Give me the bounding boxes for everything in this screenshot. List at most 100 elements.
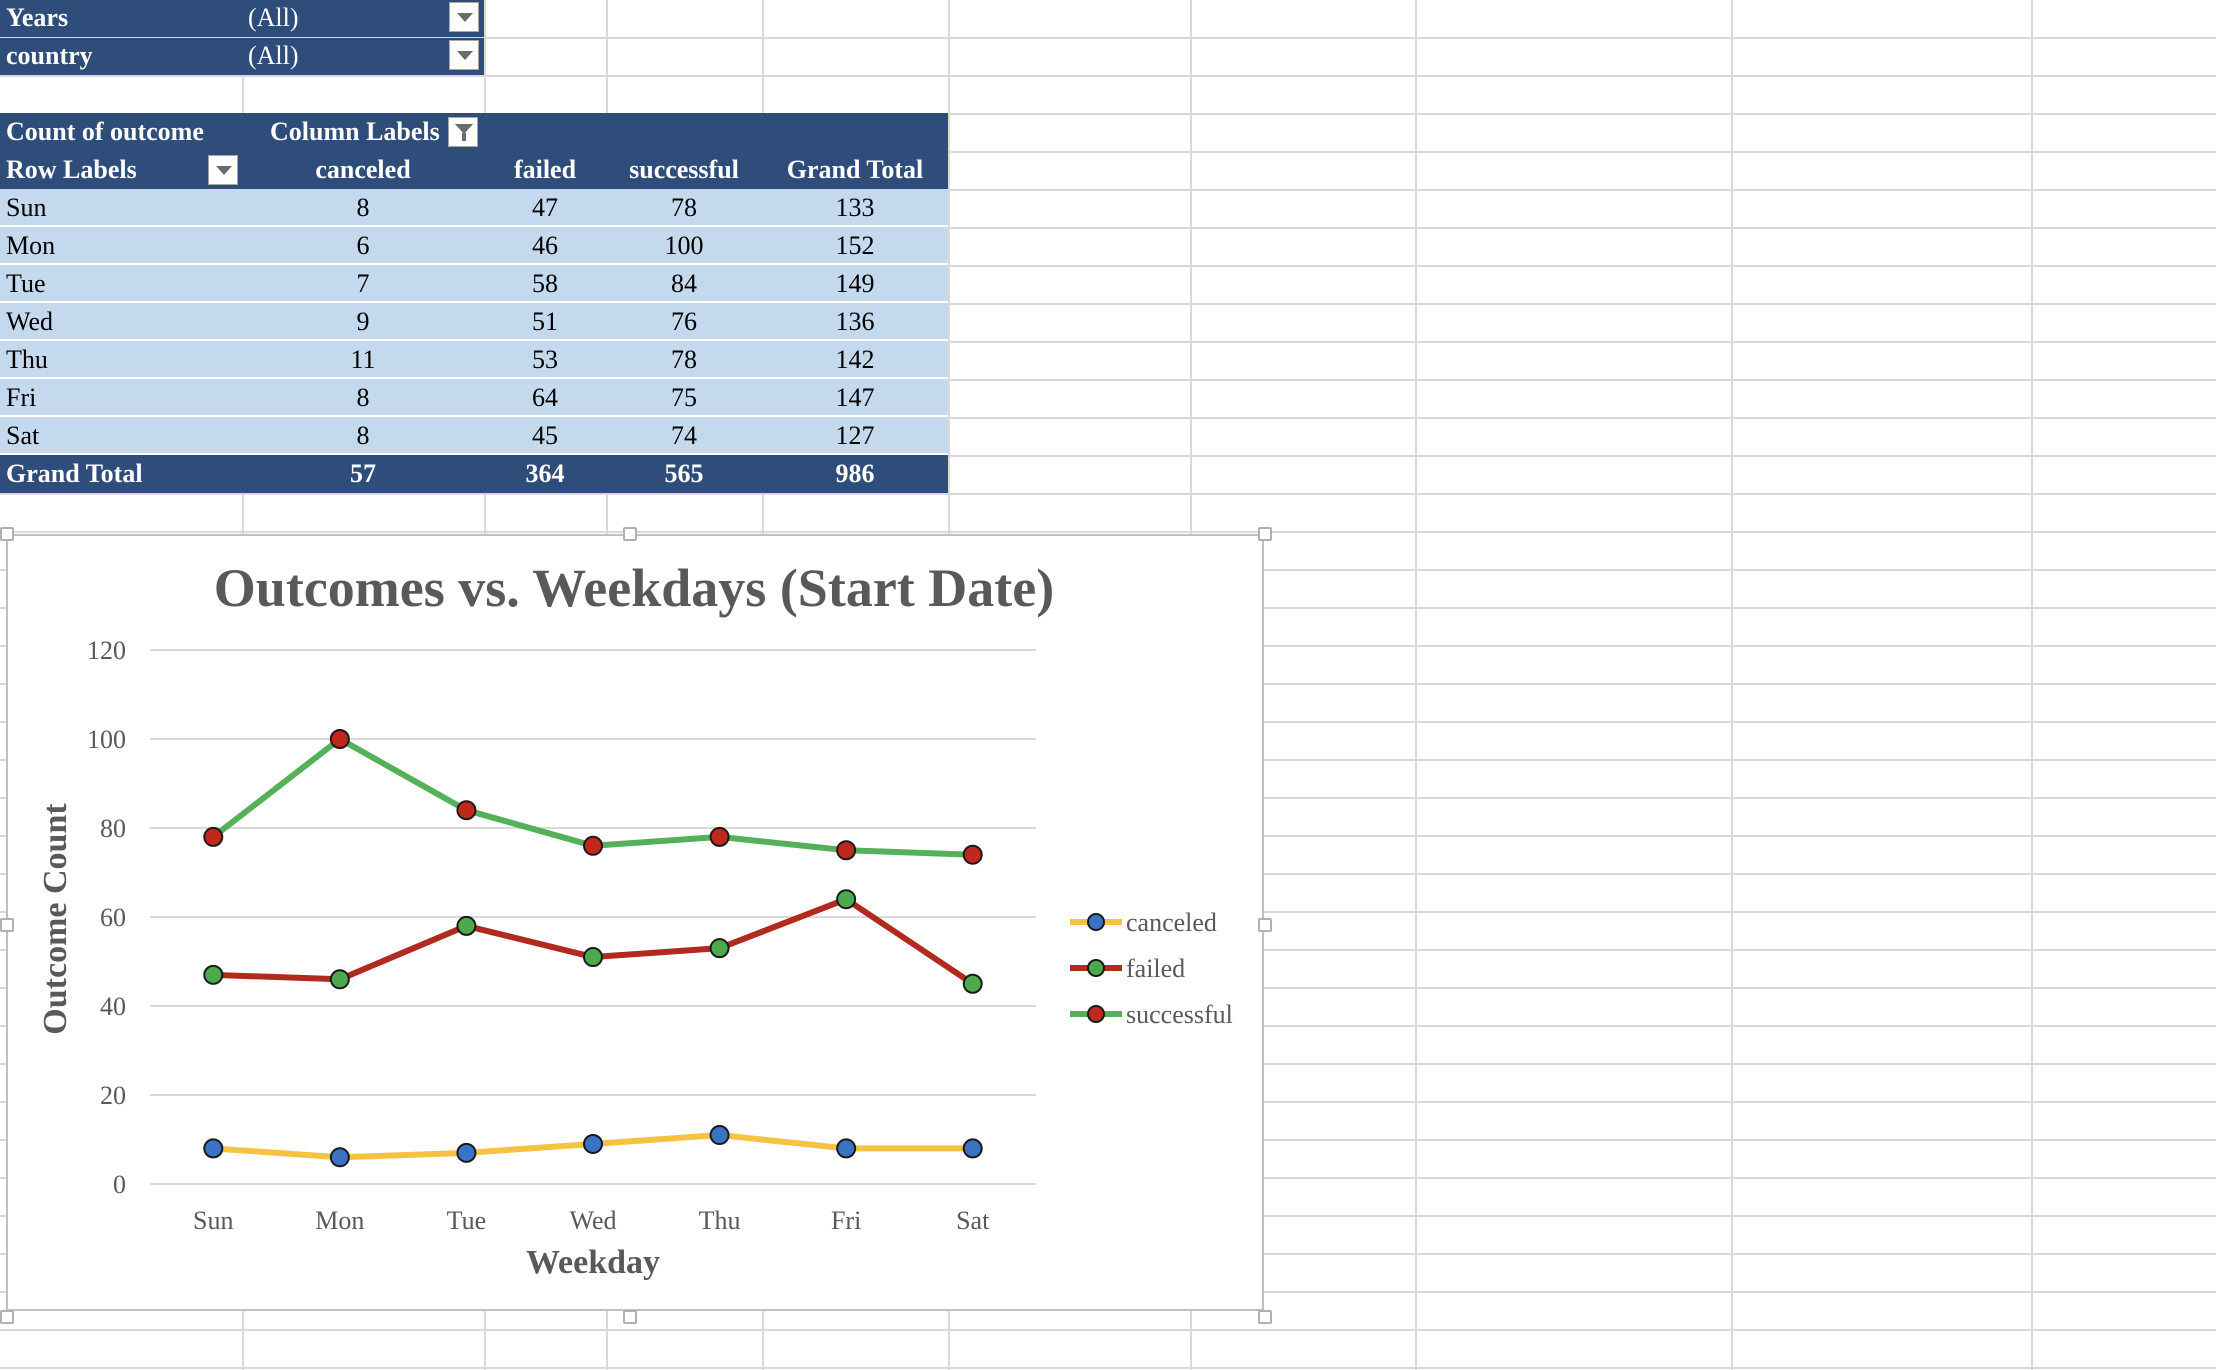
column-labels-filter-button[interactable]: [448, 117, 478, 147]
data-point-failed: [836, 889, 857, 910]
cell-value: 147: [835, 383, 875, 412]
data-point-canceled: [456, 1142, 477, 1163]
legend-marker-canceled: [1087, 913, 1105, 931]
filter-dropdown-button[interactable]: [449, 40, 479, 70]
chart-resize-handle[interactable]: [623, 1310, 637, 1324]
cell-value: 74: [671, 421, 697, 450]
chart-title: Outcomes vs. Weekdays (Start Date): [214, 558, 1054, 618]
filter-dropdown-button[interactable]: [449, 2, 479, 32]
cell-value: 53: [532, 345, 558, 374]
y-tick-label: 80: [100, 814, 126, 843]
cell-value: 136: [835, 307, 875, 336]
filter-label: Years: [6, 3, 69, 32]
cell-value: 57: [350, 459, 376, 488]
cell-value: 78: [671, 345, 697, 374]
line-chart[interactable]: Outcomes vs. Weekdays (Start Date) Outco…: [6, 534, 1264, 1311]
filter-label: country: [6, 41, 93, 70]
chart-resize-handle[interactable]: [1258, 527, 1272, 541]
chart-resize-handle[interactable]: [623, 527, 637, 541]
cell-value: 45: [532, 421, 558, 450]
row-label: Sat: [6, 421, 40, 450]
pivot-row-tue: Tue 7 58 84 149: [0, 265, 948, 303]
chart-plot: Outcomes vs. Weekdays (Start Date) Outco…: [37, 558, 1233, 1281]
x-tick-label: Sun: [193, 1206, 233, 1235]
pivot-row-wed: Wed 9 51 76 136: [0, 303, 948, 341]
data-point-successful: [456, 800, 477, 821]
row-label: Wed: [6, 307, 53, 336]
cell-value: 8: [356, 193, 370, 222]
chart-resize-handle[interactable]: [0, 527, 14, 541]
data-point-successful: [203, 826, 224, 847]
row-labels-filter-button[interactable]: [208, 155, 238, 185]
grand-total-row: Grand Total 57 364 565 986: [0, 455, 948, 493]
cell-value: 64: [532, 383, 558, 412]
filter-row-country: country (All): [0, 38, 484, 75]
x-tick-label: Fri: [831, 1206, 861, 1235]
y-tick-label: 40: [100, 992, 126, 1021]
row-label: Sun: [6, 193, 47, 222]
chevron-down-icon: [216, 166, 232, 175]
y-tick-label: 60: [100, 903, 126, 932]
x-tick-label: Tue: [447, 1206, 487, 1235]
data-point-failed: [962, 973, 983, 994]
x-tick-label: Thu: [699, 1206, 741, 1235]
column-labels-header: Column Labels: [270, 117, 440, 146]
cell-value: 9: [356, 307, 370, 336]
y-tick-label: 20: [100, 1081, 126, 1110]
data-point-successful: [709, 826, 730, 847]
y-tick-label: 100: [87, 725, 126, 754]
pivot-row-thu: Thu 11 53 78 142: [0, 341, 948, 379]
pivot-corner-label: Count of outcome: [6, 117, 204, 146]
data-point-canceled: [583, 1133, 603, 1154]
cell-value: 8: [356, 421, 370, 450]
data-point-successful: [329, 729, 350, 749]
row-label: Fri: [6, 383, 37, 412]
data-point-failed: [709, 938, 730, 959]
series-line-failed: [213, 896, 975, 987]
data-point-successful: [836, 840, 857, 861]
x-axis-title: Weekday: [526, 1244, 660, 1281]
cell-value: 142: [835, 345, 875, 374]
row-label: Grand Total: [6, 459, 143, 488]
y-tick-label: 0: [113, 1170, 126, 1199]
data-point-failed: [456, 915, 477, 936]
cell-value: 6: [356, 231, 370, 260]
chart-resize-handle[interactable]: [1258, 1310, 1272, 1324]
filter-funnel-icon: [455, 124, 473, 134]
pivot-header-row-2: Row Labels canceled failed successful Gr…: [0, 151, 948, 189]
cell-value: 133: [835, 193, 875, 222]
data-point-canceled: [203, 1138, 224, 1159]
pivot-row-sat: Sat 8 45 74 127: [0, 417, 948, 455]
column-header: successful: [629, 155, 739, 184]
data-point-successful: [583, 835, 603, 856]
cell-value: 152: [835, 231, 875, 260]
x-tick-label: Wed: [570, 1206, 617, 1235]
cell-value: 84: [671, 269, 697, 298]
data-point-failed: [329, 969, 350, 990]
column-header: canceled: [315, 155, 411, 184]
cell-value: 986: [835, 459, 875, 488]
cell-value: 565: [664, 459, 704, 488]
chart-resize-handle[interactable]: [0, 918, 14, 932]
legend-label-canceled: canceled: [1126, 908, 1217, 937]
chart-resize-handle[interactable]: [0, 1310, 14, 1324]
cell-value: 11: [350, 345, 376, 374]
cell-value: 8: [356, 383, 370, 412]
row-labels-header: Row Labels: [6, 155, 137, 184]
data-point-successful: [962, 844, 983, 865]
data-point-failed: [583, 947, 603, 968]
data-point-canceled: [709, 1125, 730, 1146]
legend-label-successful: successful: [1126, 1000, 1233, 1029]
cell-value: 46: [532, 231, 558, 260]
cell-value: 75: [671, 383, 697, 412]
pivot-header-row-1: Count of outcome Column Labels: [0, 113, 948, 151]
cell-value: 47: [532, 193, 558, 222]
cell-value: 76: [671, 307, 697, 336]
cell-value: 7: [356, 269, 370, 298]
pivot-row-mon: Mon 6 46 100 152: [0, 227, 948, 265]
pivot-table: Count of outcome Column Labels Row Label…: [0, 113, 948, 493]
chart-resize-handle[interactable]: [1258, 918, 1272, 932]
row-label: Thu: [6, 345, 48, 374]
pivot-row-fri: Fri 8 64 75 147: [0, 379, 948, 417]
x-tick-label: Sat: [956, 1206, 990, 1235]
